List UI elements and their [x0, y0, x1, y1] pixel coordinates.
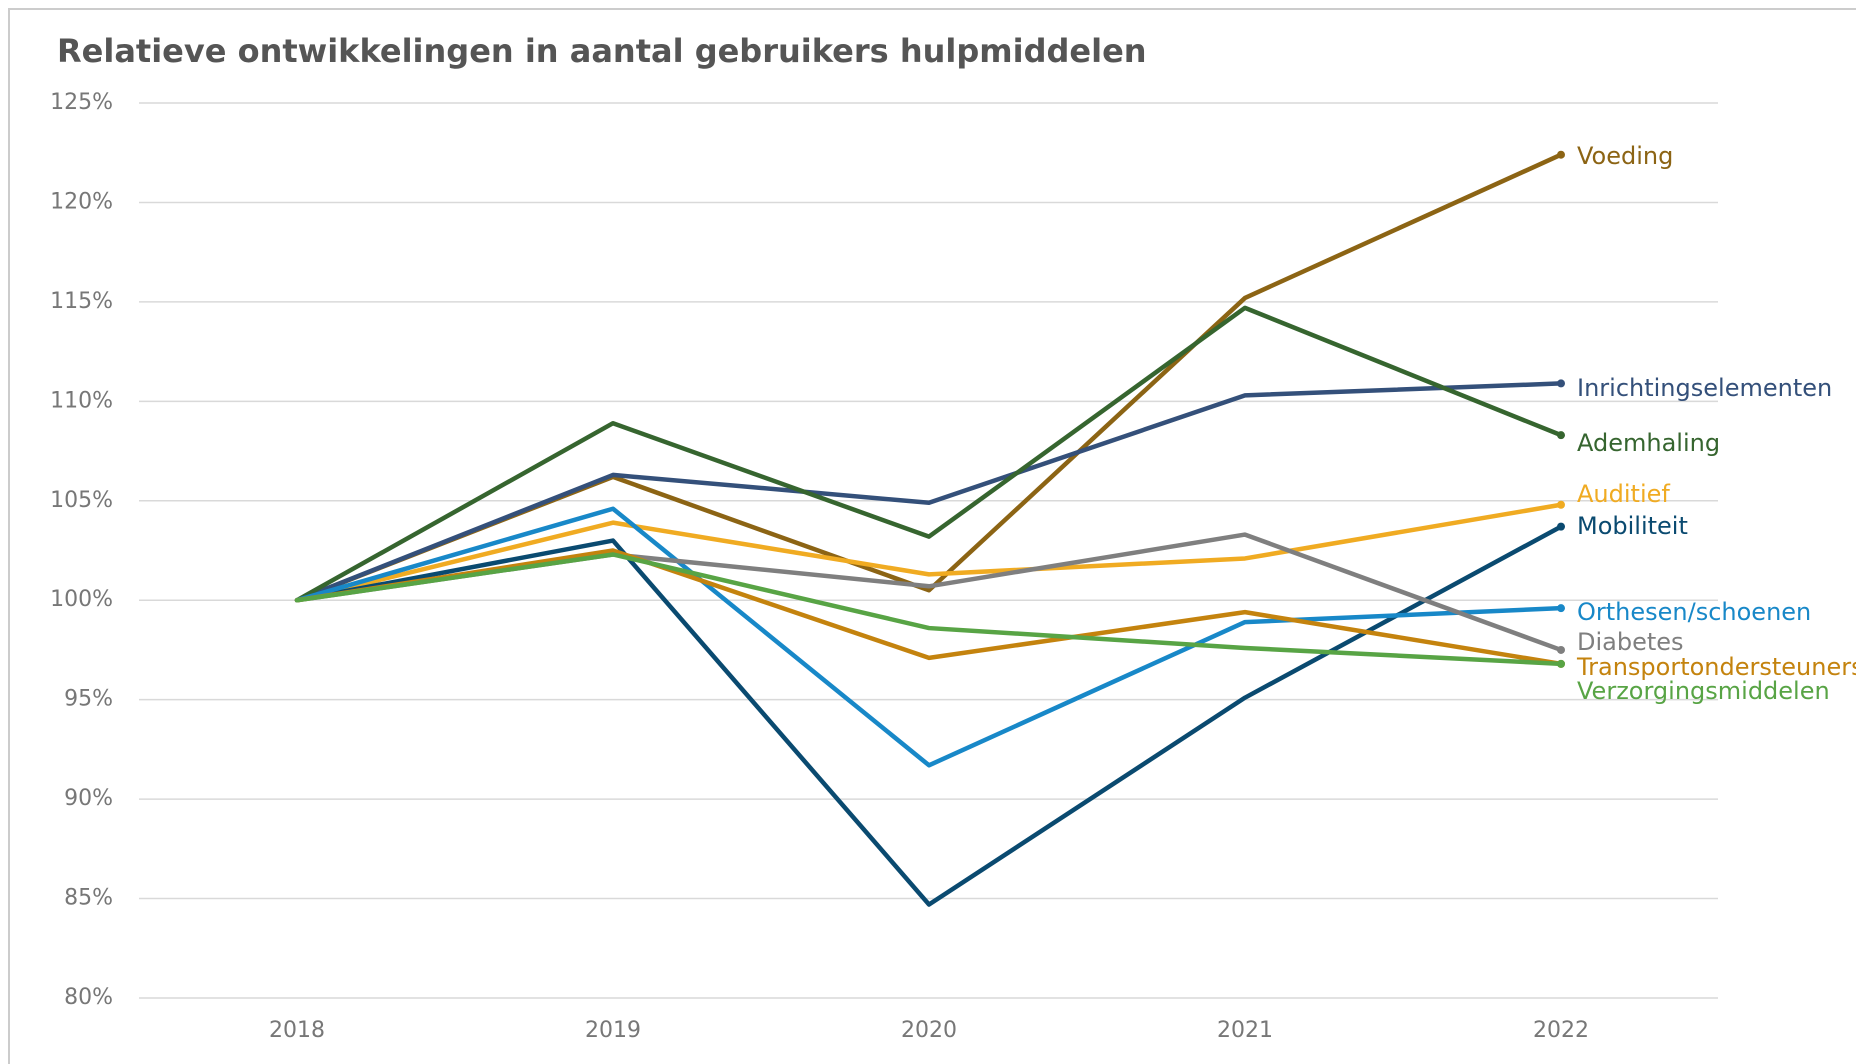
x-tick-label: 2018: [269, 1018, 325, 1043]
series-line: [294, 552, 1564, 667]
chart-title: Relatieve ontwikkelingen in aantal gebru…: [57, 32, 1147, 70]
x-tick-label: 2019: [585, 1018, 641, 1043]
series-label: Diabetes: [1577, 628, 1684, 656]
end-marker: [1557, 379, 1565, 388]
end-marker: [1557, 500, 1565, 509]
series-label: Orthesen/schoenen: [1577, 598, 1811, 626]
series-label: Mobiliteit: [1577, 512, 1688, 540]
series-line: [294, 506, 1564, 768]
y-tick-label: 110%: [50, 388, 113, 413]
series-line: [294, 152, 1564, 603]
x-tick-label: 2021: [1217, 1018, 1273, 1043]
y-tick-label: 115%: [50, 289, 113, 314]
end-marker: [1557, 659, 1565, 668]
series-line: [294, 305, 1564, 603]
x-tick-label: 2022: [1533, 1018, 1589, 1043]
y-tick-label: 125%: [50, 90, 113, 115]
y-tick-label: 105%: [50, 488, 113, 513]
y-tick-label: 80%: [64, 985, 113, 1010]
series-line: [294, 381, 1564, 603]
series-label: Ademhaling: [1577, 429, 1720, 457]
end-marker: [1557, 522, 1565, 531]
x-tick-label: 2020: [901, 1018, 957, 1043]
end-marker: [1557, 431, 1565, 440]
series-label: Verzorgingsmiddelen: [1577, 677, 1830, 705]
series-label: Voeding: [1577, 142, 1673, 170]
frame: [8, 8, 1856, 1064]
series-line: [294, 524, 1564, 907]
y-tick-label: 95%: [64, 687, 113, 712]
series-label: Inrichtingselementen: [1577, 374, 1832, 402]
series-line: [294, 548, 1564, 667]
end-marker: [1557, 604, 1565, 613]
series-line: [294, 502, 1564, 603]
series-label: Auditief: [1577, 480, 1670, 508]
series-label: Transportondersteuners: [1576, 653, 1856, 681]
end-marker: [1557, 150, 1565, 159]
y-tick-label: 100%: [50, 587, 113, 612]
end-marker: [1557, 645, 1565, 654]
y-tick-label: 90%: [64, 786, 113, 811]
y-tick-label: 85%: [64, 886, 113, 911]
y-tick-label: 120%: [50, 189, 113, 214]
